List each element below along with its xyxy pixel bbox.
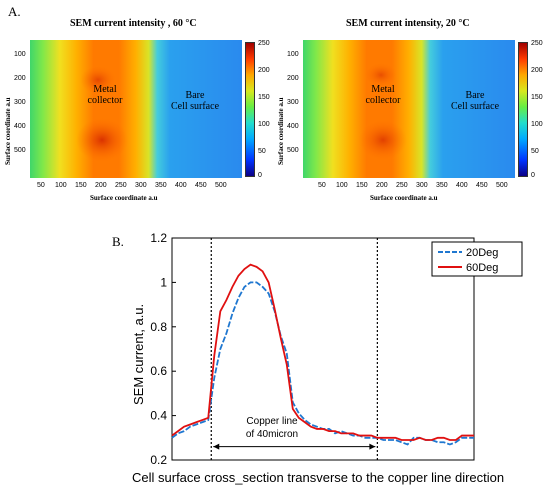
y-tick-label: 0.2: [150, 453, 167, 467]
heatmap-20-title: SEM current intensity, 20 °C: [346, 18, 470, 29]
heatmap-20-xtick: 50: [318, 182, 326, 189]
colorbar-tick: 250: [531, 40, 543, 47]
heatmap-60-colorbar: [245, 42, 255, 177]
heatmap-60-xtick: 400: [175, 182, 187, 189]
heatmap-60-title: SEM current intensity , 60 °C: [70, 18, 197, 29]
series-line-20Deg: [171, 281, 474, 446]
heatmap-20-annot-metal: Metal collector: [365, 84, 401, 106]
colorbar-tick: 0: [531, 172, 535, 179]
heatmap-20-xlabel: Surface coordinate a.u: [370, 194, 438, 202]
heatmap-20: [303, 40, 515, 178]
heatmap-20-xtick: 500: [496, 182, 508, 189]
legend-box: [431, 241, 523, 277]
heatmap-60-xlabel: Surface coordinate a.u: [90, 194, 158, 202]
heatmap-20-xtick: 200: [376, 182, 388, 189]
heatmap-20-xtick: 300: [416, 182, 428, 189]
colorbar-tick: 50: [258, 148, 266, 155]
colorbar-tick: 50: [531, 148, 539, 155]
colorbar-tick: 250: [258, 40, 270, 47]
y-tick-label: 1.2: [150, 231, 167, 245]
heatmap-20-xtick: 150: [356, 182, 368, 189]
heatmap-60-ytick: 500: [14, 147, 26, 154]
heatmap-20-xtick: 400: [456, 182, 468, 189]
heatmap-60-ytick: 300: [14, 99, 26, 106]
line-chart-xlabel: Cell surface cross_section transverse to…: [132, 470, 505, 485]
copper-line-annot: Copper line of 40micron: [245, 416, 299, 440]
colorbar-tick: 0: [258, 172, 262, 179]
y-tick-label: 0.4: [150, 409, 167, 423]
colorbar-tick: 200: [258, 67, 270, 74]
heatmap-60-xtick: 100: [55, 182, 67, 189]
heatmap-20-ytick: 300: [287, 99, 299, 106]
heatmap-20-ytick: 100: [287, 51, 299, 58]
heatmap-60-xtick: 150: [75, 182, 87, 189]
heatmap-60-ytick: 400: [14, 123, 26, 130]
heatmap-20-xtick: 350: [436, 182, 448, 189]
colorbar-tick: 100: [531, 121, 543, 128]
heatmap-60-annot-bare: Bare Cell surface: [170, 90, 220, 112]
heatmap-20-ytick: 200: [287, 75, 299, 82]
colorbar-tick: 200: [531, 67, 543, 74]
heatmap-60-xtick: 50: [37, 182, 45, 189]
heatmap-60-xtick: 500: [215, 182, 227, 189]
plot-frame: [171, 237, 475, 461]
legend-label-20Deg: 20Deg: [466, 247, 498, 259]
heatmap-60-xtick: 200: [95, 182, 107, 189]
heatmap-60-xtick: 350: [155, 182, 167, 189]
heatmap-60-ytick: 100: [14, 51, 26, 58]
heatmap-60-xtick: 450: [195, 182, 207, 189]
heatmap-60-annot-metal: Metal collector: [87, 84, 123, 106]
heatmap-20-xtick: 100: [336, 182, 348, 189]
heatmap-60-ytick: 200: [14, 75, 26, 82]
legend-label-60Deg: 60Deg: [466, 262, 498, 274]
heatmap-20-xtick: 450: [476, 182, 488, 189]
heatmap-60-xtick: 250: [115, 182, 127, 189]
heatmap-20-colorbar: [518, 42, 528, 177]
y-tick-label: 0.8: [150, 320, 167, 334]
panel-a-label: A.: [8, 4, 21, 19]
heatmap-20-ytick: 500: [287, 147, 299, 154]
heatmap-20-ytick: 400: [287, 123, 299, 130]
colorbar-tick: 150: [531, 94, 543, 101]
y-tick-label: 1: [160, 275, 167, 289]
heatmap-60-xtick: 300: [135, 182, 147, 189]
colorbar-tick: 100: [258, 121, 270, 128]
panel-b-label: B.: [112, 234, 124, 249]
y-tick-label: 0.6: [150, 364, 167, 378]
heatmap-20-xtick: 250: [396, 182, 408, 189]
heatmap-60: [30, 40, 242, 178]
heatmap-20-annot-bare: Bare Cell surface: [450, 90, 500, 112]
series-line-60Deg: [171, 263, 474, 441]
arrow-head-right: [369, 443, 376, 450]
arrow-head-left: [213, 443, 220, 450]
colorbar-tick: 150: [258, 94, 270, 101]
